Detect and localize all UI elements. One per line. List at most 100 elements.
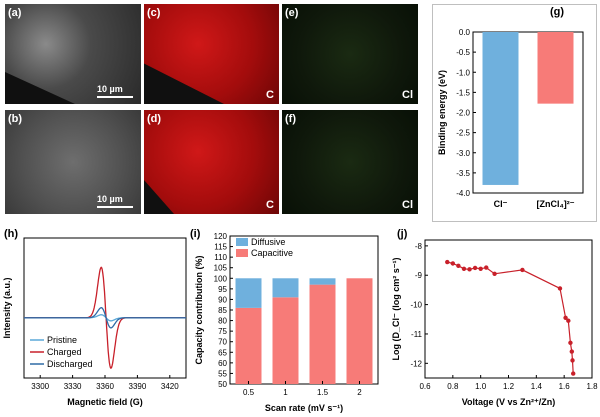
y-tick-label: 65 bbox=[218, 348, 227, 357]
panel-label-a: (a) bbox=[8, 7, 22, 19]
data-point bbox=[461, 266, 467, 271]
data-point bbox=[570, 358, 575, 363]
data-point bbox=[445, 259, 450, 265]
eds-map-f: (f) Cl bbox=[282, 110, 418, 214]
bar-capacitive bbox=[309, 284, 336, 384]
data-point bbox=[557, 286, 563, 291]
legend-swatch bbox=[236, 238, 248, 246]
chart-g: 0.0 -0.5 -1.0 -1.5 -2.0 -2.5 -3.0 -3.5 -4.0 Cl⁻ [Z… bbox=[437, 28, 584, 209]
panel-label-j: (j) bbox=[397, 228, 408, 240]
scale-bar-label: 10 µm bbox=[97, 194, 123, 204]
data-point bbox=[472, 265, 478, 271]
data-point bbox=[456, 263, 461, 269]
y-tick-label: 100 bbox=[214, 274, 228, 283]
panel-label-h: (h) bbox=[4, 228, 19, 240]
panel-label-i: (i) bbox=[190, 228, 201, 240]
x-tick-label: 1.5 bbox=[317, 388, 329, 397]
data-point bbox=[520, 267, 525, 273]
spectrum-line bbox=[24, 307, 186, 329]
eds-map-e: (e) Cl bbox=[282, 4, 418, 104]
sem-image-a: (a) 10 µm bbox=[5, 4, 141, 104]
y-tick-label: 70 bbox=[218, 338, 227, 347]
binding-energy-chart: 0.0 -0.5 -1.0 -1.5 -2.0 -2.5 -3.0 -3.5 -4.0 Cl⁻ [Z… bbox=[437, 28, 584, 209]
y-tick-label: 60 bbox=[218, 359, 227, 368]
bar-diffusive bbox=[235, 278, 262, 308]
y-tick-label: -3.5 bbox=[456, 169, 470, 178]
legend-label: Pristine bbox=[47, 335, 77, 345]
legend-label: Charged bbox=[47, 347, 82, 357]
data-point bbox=[467, 267, 472, 272]
x-tick-label: Cl⁻ bbox=[494, 199, 508, 209]
sample-edge bbox=[5, 72, 75, 104]
panel-label-c: (c) bbox=[147, 7, 161, 19]
element-label: Cl bbox=[402, 89, 413, 101]
data-point bbox=[478, 266, 483, 271]
data-point bbox=[566, 318, 571, 323]
data-point bbox=[571, 371, 576, 376]
legend-label: Capacitive bbox=[251, 248, 293, 258]
y-tick-label: -11 bbox=[411, 330, 423, 339]
x-axis-label: Voltage (V vs Zn²⁺/Zn) bbox=[462, 397, 556, 407]
diffusion-chart: 0.6 0.8 1.0 1.2 1.4 1.6 1.8 -8 -9 -10 -11 -12 Voltag… bbox=[391, 239, 598, 407]
scale-bar bbox=[97, 206, 133, 208]
data-point bbox=[563, 315, 568, 321]
data-point bbox=[450, 261, 456, 266]
y-axis-label: Log (D_Cl⁻ (log cm² s⁻¹) bbox=[391, 258, 401, 361]
panel-label-d: (d) bbox=[147, 113, 162, 125]
y-tick-label: -2.0 bbox=[456, 109, 470, 118]
plot-frame bbox=[424, 239, 593, 379]
bar-diffusive bbox=[309, 278, 336, 285]
x-tick-label: 0.6 bbox=[419, 382, 431, 391]
x-tick-label: 0.5 bbox=[243, 388, 255, 397]
y-tick-label: 95 bbox=[218, 285, 227, 294]
y-tick-label: -9 bbox=[415, 271, 423, 280]
y-tick-label: 75 bbox=[218, 327, 227, 336]
y-tick-label: 90 bbox=[218, 295, 227, 304]
bar-capacitive bbox=[272, 297, 299, 384]
y-tick-label: 50 bbox=[218, 380, 227, 389]
y-axis-label: Binding energy (eV) bbox=[437, 70, 447, 155]
y-tick-label: -0.5 bbox=[456, 48, 470, 57]
chart-j: 0.6 0.8 1.0 1.2 1.4 1.6 1.8 -8 -9 -10 -11 -12 Voltag… bbox=[391, 239, 598, 407]
legend-label: Diffusive bbox=[251, 237, 285, 247]
legend-swatch bbox=[236, 249, 248, 257]
y-tick-label: 105 bbox=[214, 264, 228, 273]
x-tick-label: 2 bbox=[357, 388, 362, 397]
y-tick-label: 120 bbox=[214, 232, 228, 241]
epr-chart: 3300 3330 3360 3390 3420 Pristine Charged Disch… bbox=[2, 237, 187, 407]
x-tick-label: 3390 bbox=[129, 382, 147, 391]
y-tick-label: -2.5 bbox=[456, 129, 470, 138]
data-point bbox=[568, 340, 573, 345]
sample-edge bbox=[144, 180, 174, 214]
y-tick-label: -1.5 bbox=[456, 88, 470, 97]
y-tick-label: -4.0 bbox=[456, 189, 470, 198]
bar-diffusive bbox=[272, 278, 299, 298]
element-label: Cl bbox=[402, 199, 413, 211]
y-tick-label: 55 bbox=[218, 369, 227, 378]
x-tick-label: 0.8 bbox=[447, 382, 459, 391]
data-point bbox=[569, 349, 575, 354]
bar-capacitive bbox=[235, 307, 262, 384]
x-tick-label: 1.0 bbox=[475, 382, 487, 391]
scale-bar-label: 10 µm bbox=[97, 84, 123, 94]
y-tick-label: -10 bbox=[410, 301, 422, 310]
y-tick-label: 85 bbox=[218, 306, 227, 315]
y-tick-label: -12 bbox=[410, 359, 422, 368]
panel-label-g: (g) bbox=[550, 6, 565, 18]
panel-g-frame bbox=[432, 4, 597, 222]
x-tick-label: 1.4 bbox=[531, 382, 543, 391]
sample-edge bbox=[144, 63, 224, 104]
bar bbox=[482, 32, 519, 185]
bar-capacitive bbox=[346, 278, 373, 384]
x-tick-label: 1.6 bbox=[559, 382, 571, 391]
x-axis-label: Magnetic field (G) bbox=[67, 397, 143, 407]
x-tick-label: 1 bbox=[283, 388, 288, 397]
x-axis-label: Scan rate (mV s⁻¹) bbox=[265, 403, 343, 413]
data-point bbox=[492, 271, 497, 276]
element-label: C bbox=[266, 89, 274, 101]
panel-label-f: (f) bbox=[285, 113, 296, 125]
y-tick-label: -8 bbox=[415, 242, 423, 251]
x-tick-label: 3360 bbox=[96, 382, 114, 391]
element-label: C bbox=[266, 199, 274, 211]
eds-map-d: (d) C bbox=[144, 110, 279, 214]
